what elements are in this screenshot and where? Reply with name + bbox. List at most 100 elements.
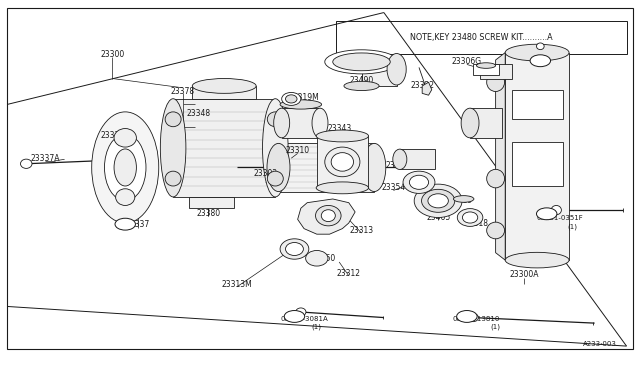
Circle shape [284,311,305,323]
Text: A: A [545,49,550,58]
Ellipse shape [454,196,474,202]
Ellipse shape [285,95,297,103]
Bar [476,43,620,273]
Ellipse shape [551,205,561,215]
Ellipse shape [428,194,449,208]
Text: 23319: 23319 [449,196,472,205]
Text: 08915-13810: 08915-13810 [452,316,500,322]
Ellipse shape [536,43,544,49]
Text: 23465: 23465 [426,213,451,222]
Text: 23348: 23348 [187,109,211,118]
Polygon shape [470,108,502,138]
Polygon shape [189,197,234,208]
Text: 23319M: 23319M [289,93,319,102]
Ellipse shape [282,92,301,105]
Text: N: N [292,312,298,321]
Ellipse shape [165,171,181,186]
Ellipse shape [387,54,406,85]
Text: 23333: 23333 [100,131,125,141]
Text: 23343: 23343 [327,124,351,133]
Ellipse shape [476,63,495,68]
Text: NOTE,KEY 23480 SCREW KIT..........A: NOTE,KEY 23480 SCREW KIT..........A [410,33,552,42]
Polygon shape [505,52,569,260]
Ellipse shape [422,189,455,212]
Text: 23313M: 23313M [221,280,252,289]
Polygon shape [282,108,320,138]
Ellipse shape [316,205,341,226]
Polygon shape [511,90,563,119]
Ellipse shape [316,130,369,142]
Ellipse shape [486,73,504,92]
Circle shape [536,208,557,220]
Text: M: M [463,312,470,321]
Text: 23337: 23337 [126,221,150,230]
Text: B: B [544,209,549,218]
Polygon shape [400,149,435,169]
Text: 23378: 23378 [171,87,195,96]
Text: 23302: 23302 [253,169,278,177]
Polygon shape [173,99,275,197]
Text: 23300A: 23300A [509,270,539,279]
Polygon shape [473,64,499,75]
Ellipse shape [486,169,504,188]
Ellipse shape [505,252,569,268]
Text: 23360: 23360 [311,254,335,263]
Polygon shape [298,199,355,234]
Text: 23300: 23300 [100,50,125,59]
Ellipse shape [324,50,398,74]
Ellipse shape [461,108,479,138]
Ellipse shape [268,112,284,127]
Text: 23380: 23380 [196,209,220,218]
Ellipse shape [333,53,390,71]
Ellipse shape [192,78,256,93]
Ellipse shape [463,212,477,223]
Ellipse shape [267,143,290,192]
Ellipse shape [486,222,504,239]
Ellipse shape [161,99,186,197]
Ellipse shape [321,210,335,222]
Text: 23322: 23322 [410,81,434,90]
Text: 23322E: 23322E [385,161,414,170]
Text: A233·003: A233·003 [583,340,617,346]
Ellipse shape [316,182,369,194]
Ellipse shape [104,134,146,201]
Ellipse shape [280,239,309,259]
Ellipse shape [262,99,288,197]
Ellipse shape [324,147,360,177]
Polygon shape [495,52,505,260]
Text: 23337A: 23337A [31,154,60,163]
Ellipse shape [274,108,290,138]
Polygon shape [278,143,374,192]
Text: (1): (1) [491,324,500,330]
Text: 08911-3081A: 08911-3081A [280,316,328,322]
Ellipse shape [116,189,135,205]
Ellipse shape [114,129,136,147]
Ellipse shape [363,143,386,192]
Ellipse shape [414,184,462,218]
Ellipse shape [306,250,328,266]
Circle shape [115,218,136,230]
Ellipse shape [296,308,306,316]
Bar [336,21,627,54]
Text: 23306G: 23306G [452,57,482,66]
Text: 23354: 23354 [381,183,406,192]
Polygon shape [362,54,397,86]
Ellipse shape [344,81,379,90]
Ellipse shape [331,153,353,171]
Ellipse shape [114,149,136,186]
Ellipse shape [403,171,435,193]
Text: 23312: 23312 [337,269,361,278]
Polygon shape [317,136,368,188]
Text: 23313: 23313 [349,226,374,235]
Ellipse shape [312,108,328,138]
Ellipse shape [410,175,429,189]
Ellipse shape [393,149,407,170]
Polygon shape [422,82,432,95]
Ellipse shape [280,100,321,109]
Text: A: A [538,56,543,65]
Ellipse shape [92,112,159,223]
Circle shape [457,311,477,323]
Ellipse shape [165,112,181,127]
Text: 08121-0351F: 08121-0351F [536,215,583,221]
Circle shape [530,55,550,67]
